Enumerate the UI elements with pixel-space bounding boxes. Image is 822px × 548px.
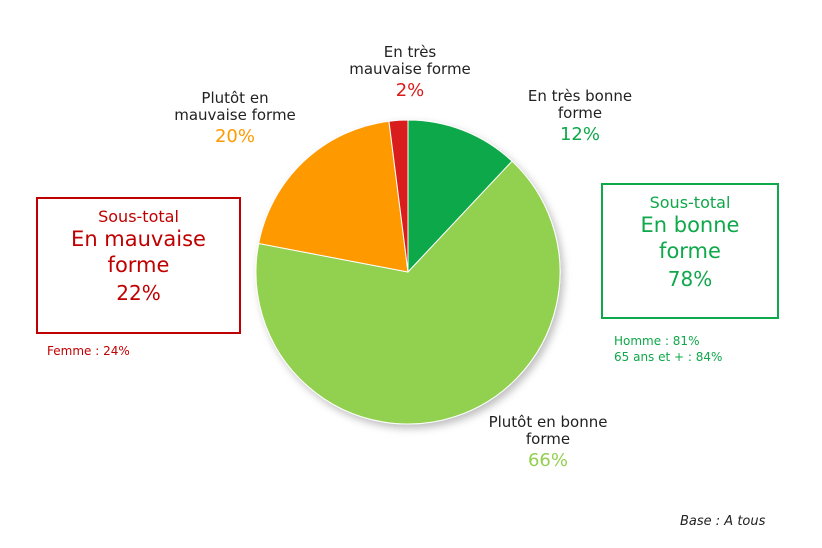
label-tres-bonne-pct: 12% [559,123,600,145]
note-good-line2: 65 ans et + : 84% [614,349,723,364]
label-plutot-mauvaise-line1: Plutôt en [201,89,269,107]
subtotal-bad-box: Sous-total En mauvaise forme 22% [36,197,241,334]
label-tres-mauvaise-pct: 2% [395,79,425,101]
label-tres-bonne: En très bonne forme 12% [490,87,670,145]
label-tres-bonne-line2: forme [557,104,603,123]
label-plutot-bonne: Plutôt en bonne forme 66% [458,413,638,471]
label-plutot-bonne-line2: forme [525,430,571,449]
subtotal-bad-line1: En mauvaise [71,227,206,251]
note-bad-line1: Femme : 24% [47,344,130,358]
subtotal-good-title: Sous-total [649,193,731,212]
pie-slice-2 [258,120,409,273]
label-tres-bonne-line1: En très bonne [527,87,633,105]
subtotal-good-line2: forme [659,239,721,264]
note-good: Homme : 81% 65 ans et + : 84% [614,334,722,365]
note-good-line1: Homme : 81% [614,334,700,348]
pie-slice-0 [407,119,513,274]
label-tres-mauvaise-line2: mauvaise forme [349,60,471,79]
subtotal-bad-value: 22% [116,280,161,305]
label-tres-mauvaise-line1: En très [383,43,437,61]
label-plutot-bonne-line1: Plutôt en bonne [488,413,608,431]
subtotal-good-value: 78% [667,266,713,291]
pie-slice-3 [388,119,409,273]
label-plutot-mauvaise-line2: mauvaise forme [174,106,296,125]
note-bad: Femme : 24% [47,344,130,360]
label-plutot-bonne-pct: 66% [527,449,568,471]
subtotal-bad-title: Sous-total [98,207,179,226]
label-plutot-mauvaise-pct: 20% [214,125,255,147]
subtotal-good-box: Sous-total En bonne forme 78% [601,183,779,319]
label-plutot-mauvaise: Plutôt en mauvaise forme 20% [145,89,325,147]
label-tres-mauvaise: En très mauvaise forme 2% [300,43,520,101]
subtotal-good-line1: En bonne [640,213,740,237]
subtotal-bad-line2: forme [107,253,170,278]
base-note: Base : A tous [680,514,766,529]
pie-slice-1 [255,160,561,425]
